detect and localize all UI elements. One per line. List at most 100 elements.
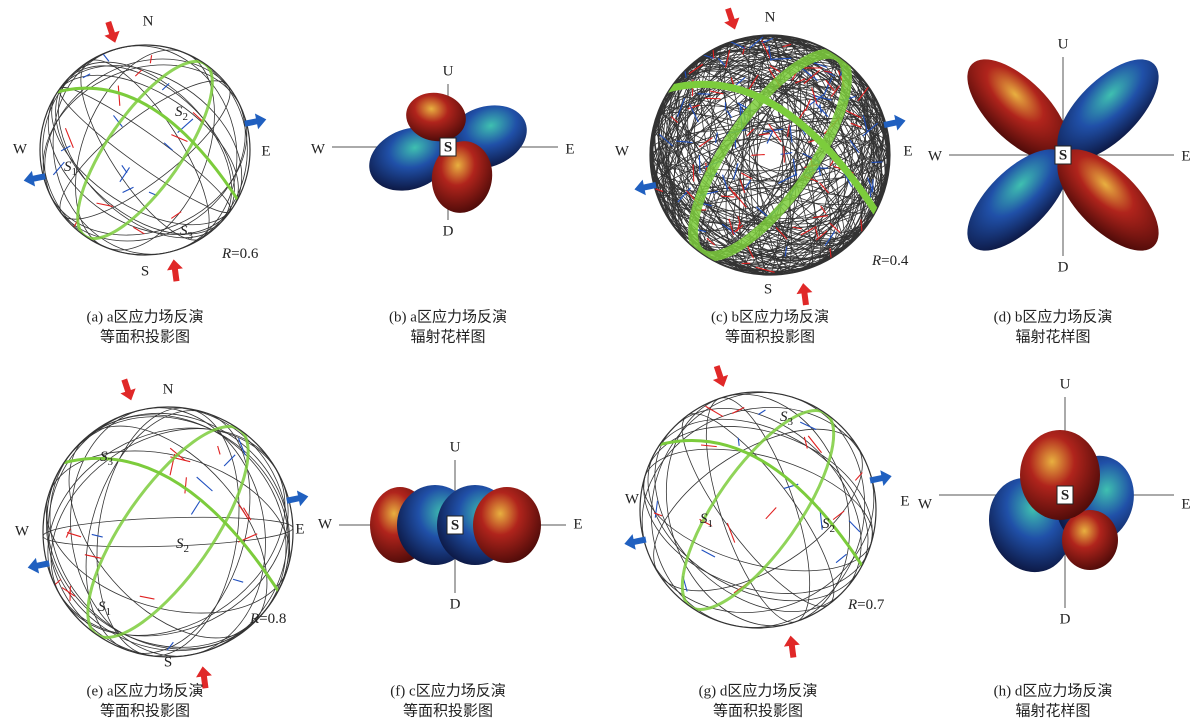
stress-arrow	[724, 7, 740, 30]
caption: (a) a区应力场反演	[86, 307, 203, 325]
radiation-lobe	[1057, 149, 1159, 251]
slip-vector	[800, 67, 819, 82]
direction-label: S	[141, 263, 149, 279]
direction-label: U	[450, 439, 461, 455]
slip-vector	[217, 445, 221, 455]
slip-vector	[238, 504, 250, 521]
radiation-lobe	[1057, 59, 1159, 161]
great-circle	[654, 112, 886, 198]
slip-vector	[791, 72, 797, 81]
center-box	[446, 515, 464, 535]
slip-vector	[117, 85, 121, 106]
slip-vector	[698, 137, 713, 148]
direction-label: D	[443, 223, 454, 239]
stress-index: 2	[183, 111, 189, 123]
slip-vector	[61, 587, 76, 597]
stress-symbol: S	[780, 409, 788, 425]
stress-arrow	[286, 490, 309, 507]
slip-vector	[84, 554, 102, 559]
slip-vector	[725, 50, 731, 68]
slip-vector	[808, 94, 825, 106]
caption: 等面积投影图	[100, 701, 190, 719]
slip-vector	[813, 62, 828, 68]
slip-vector	[184, 477, 187, 494]
slip-vector	[161, 82, 170, 91]
direction-label: S	[164, 654, 172, 670]
slip-vector	[733, 191, 747, 208]
slip-vector	[848, 520, 861, 533]
caption: (c) b区应力场反演	[711, 307, 829, 325]
slip-vector	[811, 87, 818, 106]
great-circle	[650, 35, 890, 275]
slip-vector	[743, 180, 751, 190]
slip-vector	[780, 152, 793, 155]
ratio-symbol: R	[249, 611, 259, 627]
stress-index: 2	[830, 523, 836, 535]
slip-vector	[730, 77, 735, 86]
slip-vector	[755, 266, 775, 273]
great-circle	[643, 426, 873, 594]
slip-vector	[731, 406, 745, 414]
slip-vector	[803, 69, 820, 85]
stress-ratio: R=0.8	[249, 611, 286, 627]
slip-vector	[139, 595, 155, 600]
stress-axis-label: S2	[176, 536, 189, 554]
great-circles	[40, 45, 248, 255]
caption: (f) c区应力场反演	[390, 681, 505, 699]
slip-vector	[243, 507, 252, 521]
slip-vector	[749, 36, 764, 49]
center-label: S	[451, 517, 459, 533]
slip-vector	[722, 174, 729, 191]
best-plane	[40, 86, 241, 204]
center-box	[439, 137, 457, 157]
slip-vector	[134, 69, 143, 77]
stress-arrow	[883, 114, 906, 131]
direction-label: E	[903, 143, 912, 159]
slip-vector	[676, 140, 693, 144]
stress-symbol: S	[100, 449, 108, 465]
stress-index: 1	[72, 166, 78, 178]
slip-vector	[803, 436, 808, 449]
slip-vector	[783, 146, 785, 163]
slip-vector	[832, 510, 845, 521]
slip-vector	[792, 226, 802, 230]
slip-vector	[815, 230, 828, 241]
slip-vector	[819, 182, 830, 194]
radiation-lobe	[967, 59, 1069, 161]
stress-axis-label: S3	[780, 409, 794, 427]
slip-vector	[720, 195, 735, 198]
stress-axis-label: S2	[822, 516, 835, 534]
slip-vector	[653, 512, 663, 517]
caption: (b) a区应力场反演	[389, 307, 507, 325]
best-plane	[43, 456, 282, 596]
slip-vector	[709, 90, 724, 95]
slip-vector	[765, 507, 777, 520]
stress-symbol: S	[700, 511, 708, 527]
slip-vector	[862, 115, 868, 132]
great-circle	[51, 74, 239, 226]
slip-vector	[768, 45, 772, 61]
slip-vector	[113, 115, 123, 128]
slip-vector	[799, 421, 817, 431]
slip-vector	[792, 158, 797, 177]
direction-label: D	[450, 596, 461, 612]
slip-vector	[715, 132, 718, 144]
slip-vector	[119, 167, 130, 183]
stress-axis-label: S2	[175, 104, 188, 122]
slip-vector	[761, 40, 771, 59]
radiation-lobe	[369, 127, 451, 191]
ratio-value: =0.6	[231, 246, 259, 262]
stress-arrow	[120, 378, 136, 401]
slip-vector	[782, 43, 792, 48]
best-plane	[86, 425, 250, 639]
direction-label: U	[1060, 376, 1071, 392]
slip-vector	[166, 641, 174, 651]
stress-symbol: S	[822, 516, 830, 532]
stress-arrow	[196, 666, 212, 689]
great-circle	[55, 65, 235, 235]
center-label: S	[1061, 487, 1069, 503]
center-box	[1056, 485, 1074, 505]
great-circle	[58, 61, 232, 239]
